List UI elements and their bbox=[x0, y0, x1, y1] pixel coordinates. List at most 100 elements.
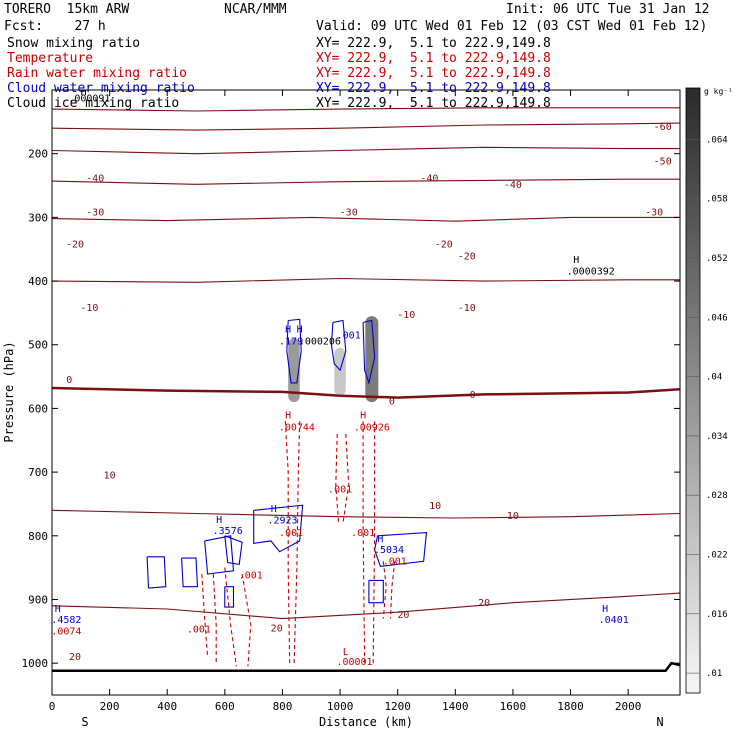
value-label-21: .5034 bbox=[374, 545, 404, 556]
axis-layer: 0 200 400 600 800 1000 1200 1400 1600 1800 2000200… bbox=[22, 90, 680, 713]
isotherm-label-8: -20 bbox=[66, 239, 84, 250]
cloud-water-contour-8 bbox=[224, 535, 243, 566]
value-label-13: .001 bbox=[328, 485, 352, 496]
isotherm-label-0: -60 bbox=[654, 122, 672, 133]
isotherm-label-17: 10 bbox=[104, 471, 116, 482]
value-label-22: .001 bbox=[383, 556, 407, 567]
snow-shade-2 bbox=[365, 316, 379, 403]
legend-xy-temperature: XY= 222.9, 5.1 to 222.9,149.8 bbox=[316, 51, 551, 66]
value-label-5: H bbox=[297, 325, 303, 336]
value-label-25: .4582 bbox=[51, 615, 81, 626]
y-tick-label-7: 900 bbox=[28, 594, 48, 607]
x-tick-label-2: 400 bbox=[157, 700, 177, 713]
cloud-water-contour-6 bbox=[181, 557, 199, 588]
value-label-17: H bbox=[216, 515, 222, 526]
value-label-24: H bbox=[55, 604, 61, 615]
value-label-16: .001 bbox=[279, 528, 303, 539]
value-label-23: .001 bbox=[239, 571, 263, 582]
value-label-28: .0401 bbox=[599, 615, 629, 626]
colorbar-unit: g kg⁻¹ bbox=[704, 87, 733, 96]
x-tick-label-6: 1200 bbox=[384, 700, 411, 713]
rain-contour-0 bbox=[284, 421, 291, 667]
isotherm-3 bbox=[52, 178, 680, 185]
plot-frame bbox=[51, 89, 681, 696]
value-label-19: .001 bbox=[351, 528, 375, 539]
value-label-6: .179 bbox=[279, 337, 303, 348]
cloud-water-contour-3 bbox=[253, 504, 304, 553]
y-tick-label-2: 400 bbox=[28, 275, 48, 288]
colorbar-tick-label-1: .058 bbox=[706, 195, 728, 205]
y-axis-label: Pressure (hPa) bbox=[2, 341, 16, 442]
x-end-label-south: S bbox=[81, 715, 88, 729]
legend-label-rain: Rain water mixing ratio bbox=[7, 66, 188, 81]
cloud-water-contour-0 bbox=[286, 318, 302, 384]
isotherm-label-12: -10 bbox=[397, 310, 415, 321]
isotherm-label-18: 10 bbox=[429, 501, 441, 512]
x-tick-label-8: 1600 bbox=[500, 700, 527, 713]
value-label-31: .00001 bbox=[336, 657, 372, 668]
isotherm-label-3: -40 bbox=[420, 174, 438, 185]
cloud-water-contour-9 bbox=[368, 579, 384, 604]
isotherm-label-15: 0 bbox=[389, 397, 395, 408]
x-tick-label-9: 1800 bbox=[557, 700, 584, 713]
isotherm-7 bbox=[52, 509, 680, 519]
rain-contour-8 bbox=[224, 567, 237, 667]
y-tick-label-4: 600 bbox=[28, 402, 48, 415]
value-label-20: H bbox=[377, 534, 383, 545]
isotherm-label-4: -40 bbox=[504, 180, 522, 191]
colorbar-tick-label-9: .01 bbox=[706, 669, 722, 679]
snow-shade-0 bbox=[288, 338, 300, 403]
colorbar-tick-label-8: .016 bbox=[706, 610, 728, 620]
value-label-9: H bbox=[285, 411, 291, 422]
rain-contour-5 bbox=[342, 433, 350, 524]
value-label-4: H bbox=[285, 325, 291, 336]
x-tick-label-1: 200 bbox=[100, 700, 120, 713]
value-label-18: .3576 bbox=[213, 526, 243, 537]
isotherm-label-2: -40 bbox=[86, 174, 104, 185]
isotherm-8 bbox=[52, 592, 680, 620]
rain-contour-4 bbox=[335, 433, 340, 524]
legend-label-temperature: Temperature bbox=[7, 51, 94, 66]
y-tick-label-3: 500 bbox=[28, 339, 48, 352]
value-label-11: H bbox=[360, 411, 366, 422]
value-label-0: H bbox=[81, 87, 87, 98]
cloud-water-contour-2 bbox=[362, 319, 376, 385]
isotherm-label-10: -20 bbox=[458, 251, 476, 262]
isotherm-label-7: -30 bbox=[645, 208, 663, 219]
isotherm-6 bbox=[52, 386, 680, 399]
org-title: NCAR/MMM bbox=[224, 2, 287, 17]
isotherm-4 bbox=[52, 216, 680, 222]
cloud-water-contour-7 bbox=[204, 535, 235, 575]
rain-contour-10 bbox=[382, 561, 387, 619]
ground-line bbox=[52, 661, 680, 673]
y-tick-label-8: 1000 bbox=[22, 657, 49, 670]
value-label-29: .001 bbox=[187, 625, 211, 636]
legend-label-snow: Snow mixing ratio bbox=[7, 36, 141, 51]
cloud-water-contour-4 bbox=[374, 532, 428, 567]
isotherm-label-5: -30 bbox=[86, 208, 104, 219]
value-label-1: .000091 bbox=[68, 94, 110, 105]
isotherm-label-21: 20 bbox=[397, 610, 409, 621]
x-tick-label-3: 600 bbox=[215, 700, 235, 713]
isotherm-label-23: 20 bbox=[69, 652, 81, 663]
x-tick-label-10: 2000 bbox=[615, 700, 642, 713]
value-label-12: .00926 bbox=[354, 423, 390, 434]
legend-label-cloud-water: Cloud water mixing ratio bbox=[7, 81, 195, 96]
value-label-26: .0074 bbox=[51, 627, 81, 638]
value-label-27: H bbox=[602, 604, 608, 615]
value-label-10: .00744 bbox=[279, 423, 315, 434]
cloud-water-contour-5 bbox=[146, 556, 167, 589]
value-label-15: .2923 bbox=[267, 516, 297, 527]
value-label-7: .000206 bbox=[299, 337, 341, 348]
isotherm-label-22: 20 bbox=[271, 623, 283, 634]
x-tick-label-4: 800 bbox=[273, 700, 293, 713]
legend-xy-snow: XY= 222.9, 5.1 to 222.9,149.8 bbox=[316, 36, 551, 51]
isotherm-label-13: -10 bbox=[458, 303, 476, 314]
x-axis-label: Distance (km) bbox=[319, 715, 413, 729]
isotherm-1 bbox=[52, 122, 680, 131]
colorbar-tick-label-3: .046 bbox=[706, 313, 728, 323]
isotherm-label-6: -30 bbox=[340, 208, 358, 219]
colorbar-tick-label-4: .04 bbox=[706, 373, 722, 383]
colorbar-tick-label-0: .064 bbox=[706, 135, 728, 145]
